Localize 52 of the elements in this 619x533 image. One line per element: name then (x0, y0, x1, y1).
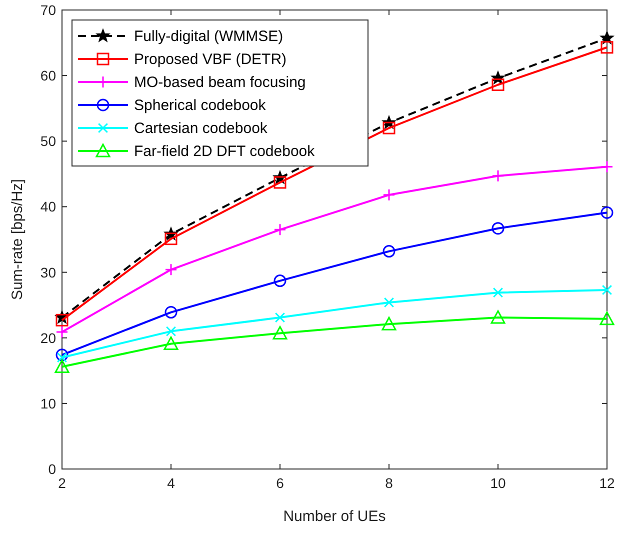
point (382, 245, 396, 258)
y-axis-title: Sum-rate [bps/Hz] (9, 179, 26, 300)
y-tick-label: 60 (40, 68, 56, 84)
legend-label: Far-field 2D DFT codebook (134, 143, 316, 160)
point (382, 122, 396, 134)
point (274, 176, 286, 189)
point (490, 310, 506, 324)
y-tick-label: 10 (40, 395, 56, 412)
point (56, 314, 68, 326)
point (272, 326, 288, 340)
point (164, 263, 178, 276)
point (492, 222, 504, 235)
y-tick-label: 20 (40, 330, 56, 346)
point (382, 316, 396, 330)
legend-label: MO-based beam focusing (134, 74, 306, 91)
x-tick-label: 4 (167, 475, 176, 491)
point (384, 297, 394, 308)
legend-label: Proposed VBF (DETR) (134, 51, 287, 68)
legend-label: Spherical codebook (134, 97, 266, 114)
point (164, 306, 178, 319)
y-tick-label: 40 (40, 198, 56, 215)
y-tick-label: 0 (48, 461, 56, 477)
point (54, 359, 70, 373)
legend-label: Cartesian codebook (134, 120, 268, 137)
point (382, 188, 396, 202)
y-tick-label: 30 (40, 264, 56, 280)
point (492, 78, 504, 91)
point (56, 352, 68, 363)
y-tick-label: 70 (40, 2, 56, 18)
point (602, 284, 612, 296)
point (600, 160, 614, 173)
y-tick-label: 50 (40, 133, 56, 150)
point (164, 232, 178, 246)
point (600, 312, 614, 326)
legend-label: Fully-digital (WMMSE) (134, 28, 284, 45)
point (164, 336, 178, 350)
x-tick-label: 8 (385, 475, 394, 491)
point (56, 326, 68, 338)
point (492, 170, 504, 182)
x-tick-label: 2 (58, 475, 66, 491)
x-tick-label: 6 (276, 475, 284, 491)
point (600, 41, 614, 54)
point (274, 312, 286, 323)
point (166, 326, 176, 336)
point (56, 348, 68, 362)
point (274, 274, 286, 288)
point (274, 223, 286, 236)
point (600, 206, 614, 219)
x-tick-label: 10 (490, 475, 506, 491)
x-axis-title: Number of UEs (283, 508, 386, 525)
x-tick-label: 12 (599, 475, 615, 491)
point (492, 287, 504, 298)
